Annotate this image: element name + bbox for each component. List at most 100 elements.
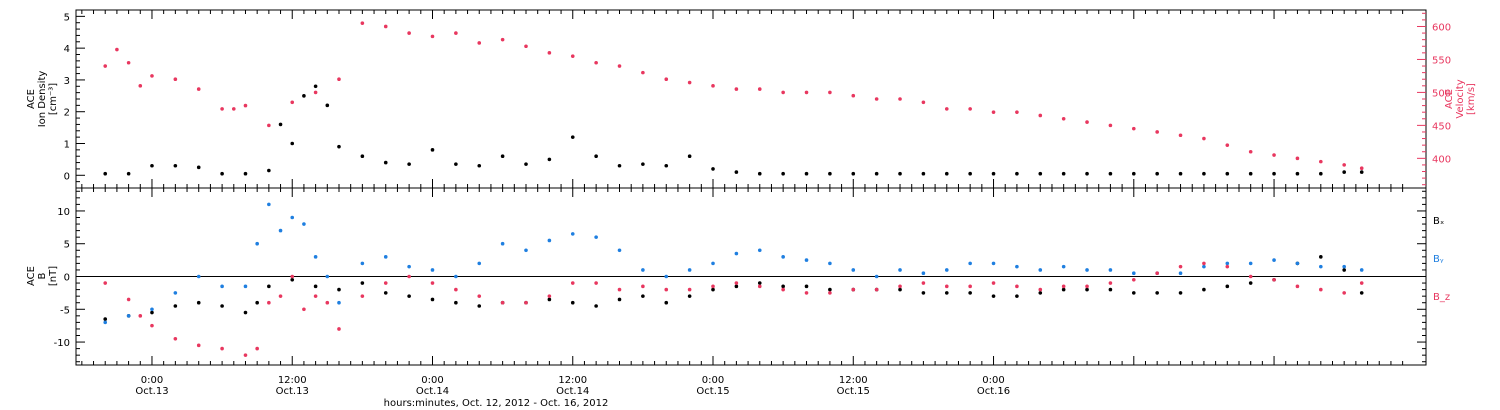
velocity-tick-label: 550 <box>1432 55 1451 66</box>
Bz-point <box>103 281 108 285</box>
Bz-point <box>383 281 388 285</box>
Bz-point <box>150 323 154 328</box>
density-point <box>781 171 785 176</box>
velocity-point <box>1295 156 1300 161</box>
velocity-point <box>664 77 669 82</box>
velocity-point <box>734 87 739 91</box>
density-point <box>828 171 832 176</box>
b-axis-label-2: B <box>37 272 48 279</box>
By-point <box>243 284 248 289</box>
velocity-point <box>267 123 271 128</box>
Bx-point <box>1155 291 1159 295</box>
By-point <box>968 261 972 266</box>
Bz-point <box>278 294 283 298</box>
Bz-point <box>1131 277 1136 282</box>
By-point <box>290 215 295 220</box>
velocity-point <box>804 90 809 95</box>
Bz-point <box>1155 271 1159 276</box>
Bx-point <box>103 317 108 321</box>
By-point <box>874 274 879 279</box>
velocity-tick-label: 400 <box>1432 154 1451 165</box>
Bx-point <box>1131 291 1136 295</box>
Bx-point <box>641 294 645 298</box>
Bz-point <box>1015 284 1019 289</box>
By-point <box>687 268 692 272</box>
velocity-point <box>115 47 119 52</box>
Bx-point <box>898 287 902 292</box>
Bx-point <box>968 291 972 295</box>
density-point <box>594 154 598 159</box>
Bx-point <box>1178 291 1183 295</box>
velocity-point <box>594 60 598 65</box>
By-point <box>267 202 271 207</box>
Bz-point <box>1108 281 1113 285</box>
velocity-point <box>547 51 552 55</box>
velocity-tick-label: 450 <box>1432 121 1451 132</box>
By-point <box>547 238 552 243</box>
Bz-point <box>1178 264 1183 269</box>
velocity-point <box>313 90 318 95</box>
legend-by: Bᵧ <box>1433 254 1444 265</box>
density-point <box>711 167 715 171</box>
density-point <box>1131 171 1136 176</box>
density-point <box>477 163 482 168</box>
By-point <box>524 248 528 253</box>
By-point <box>921 271 926 276</box>
density-point <box>1225 171 1230 176</box>
Bx-point <box>1202 287 1206 292</box>
Bz-point <box>617 287 622 292</box>
velocity-point <box>383 24 388 29</box>
Bx-point <box>255 300 259 305</box>
x-tick-label-date: Oct.15 <box>696 386 729 397</box>
Bz-point <box>243 353 248 357</box>
Bz-point <box>828 291 832 295</box>
density-point <box>1085 171 1089 176</box>
density-point <box>851 171 856 176</box>
density-point <box>1272 171 1276 176</box>
By-point <box>1248 261 1253 266</box>
Bx-point <box>804 284 809 289</box>
density-point <box>641 162 645 166</box>
velocity-point <box>1038 113 1043 118</box>
By-point <box>944 268 949 272</box>
Bx-point <box>313 284 318 289</box>
density-point <box>1015 171 1019 176</box>
By-point <box>757 248 762 253</box>
Bz-point <box>968 284 972 289</box>
By-point <box>734 251 739 256</box>
x-tick-label-date: Oct.13 <box>276 386 309 397</box>
density-point <box>687 154 692 159</box>
Bx-point <box>196 300 201 305</box>
x-axis-title: hours:minutes, Oct. 12, 2012 - Oct. 16, … <box>384 398 609 409</box>
legend-bz: B_z <box>1433 292 1450 303</box>
density-tick-label: 3 <box>64 76 70 87</box>
velocity-point <box>874 97 879 101</box>
By-point <box>1108 268 1113 272</box>
density-point <box>734 170 739 174</box>
velocity-point <box>617 64 622 68</box>
velocity-point <box>1225 143 1230 147</box>
Bx-point <box>1248 281 1253 285</box>
velocity-point <box>828 90 832 95</box>
velocity-point <box>991 110 996 114</box>
b-axis-label-3: [nT] <box>48 266 59 286</box>
density-point <box>173 163 178 168</box>
Bx-point <box>687 294 692 298</box>
Bz-point <box>1202 261 1206 266</box>
density-point <box>1038 171 1043 176</box>
b-axis-label-1: ACE <box>26 266 37 286</box>
Bx-point <box>757 281 762 285</box>
Bz-point <box>1272 277 1276 282</box>
density-point <box>804 171 809 176</box>
By-point <box>302 222 306 226</box>
Bz-point <box>711 284 715 289</box>
Bx-point <box>617 297 622 302</box>
density-point <box>313 84 318 89</box>
Bz-point <box>302 307 306 312</box>
velocity-tick-label: 500 <box>1432 88 1451 99</box>
Bx-point <box>828 287 832 292</box>
velocity-point <box>138 84 143 88</box>
x-tick-label-time: 0:00 <box>982 375 1004 386</box>
Bx-point <box>337 287 341 292</box>
